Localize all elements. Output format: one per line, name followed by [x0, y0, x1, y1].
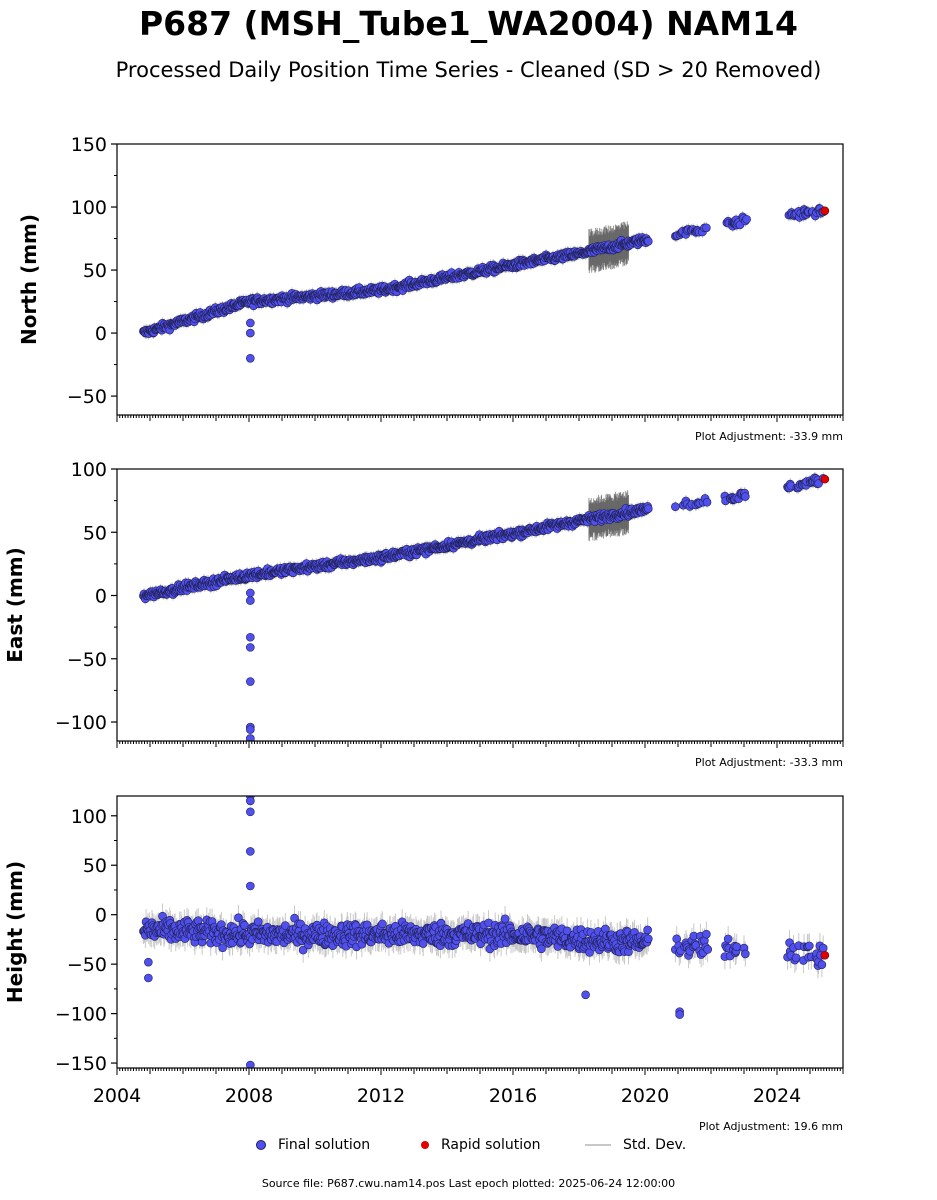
y-tick-label: −50 [67, 649, 107, 671]
outlier-point [246, 643, 255, 652]
outlier-point [246, 734, 255, 741]
chart-title: P687 (MSH_Tube1_WA2004) NAM14 [138, 4, 798, 43]
east-panel: −100 −50 0 50 100 East (mm) Plot Adjustment: -… [3, 459, 844, 769]
y-tick-label: 100 [71, 459, 107, 481]
outlier-point [246, 318, 255, 328]
north-panel: −50 0 50 100 150 North (mm) Plot Adjustment: -… [17, 134, 844, 443]
y-axis-label: East (mm) [3, 547, 27, 663]
rapid-solution-point [820, 474, 830, 484]
data-point [702, 497, 712, 507]
plot-adjustment: Plot Adjustment: -33.3 mm [695, 756, 843, 769]
y-tick-label: −50 [67, 386, 107, 408]
outlier-point [246, 588, 255, 598]
y-tick-label: 50 [83, 260, 107, 282]
data-point [671, 502, 680, 511]
outlier-point [246, 632, 255, 642]
outlier-point [246, 596, 255, 605]
data-point [702, 223, 711, 233]
final-solution-points [139, 203, 828, 363]
y-tick-label: 0 [95, 586, 107, 608]
data-point [741, 492, 750, 501]
y-tick-label: −100 [55, 712, 107, 734]
plot-adjustment: Plot Adjustment: -33.9 mm [695, 430, 843, 443]
plot-area [139, 796, 830, 1068]
y-axis-label: North (mm) [17, 214, 41, 345]
final-solution-points [139, 796, 828, 1068]
y-tick-label: 150 [71, 134, 107, 156]
final-solution-points [139, 473, 828, 741]
plot-frame [116, 468, 844, 742]
outlier-point [246, 328, 255, 338]
data-point [643, 504, 653, 513]
plot-area [139, 471, 830, 741]
chart-subtitle: Processed Daily Position Time Series - C… [115, 58, 822, 82]
rapid-solution-point [820, 206, 830, 216]
y-tick-label: 0 [95, 323, 107, 345]
data-point [742, 214, 751, 224]
outlier-point [246, 677, 255, 686]
outlier-point [246, 725, 255, 734]
y-tick-label: 100 [71, 197, 107, 219]
data-point [643, 236, 653, 246]
plot-area [139, 202, 830, 363]
plot-frame [116, 143, 844, 416]
y-tick-label: 50 [83, 522, 107, 544]
outlier-point [246, 353, 255, 363]
